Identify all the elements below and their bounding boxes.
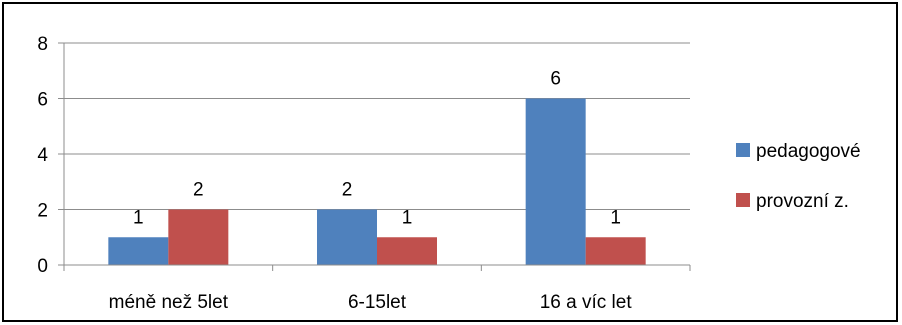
y-tick-label: 0 — [37, 256, 48, 277]
bar-pedagogove — [317, 209, 377, 265]
bar-pedagogove — [525, 98, 586, 265]
data-label: 2 — [342, 180, 353, 201]
x-category-label: méně než 5let — [109, 292, 229, 313]
x-category-label: 6-15let — [348, 292, 407, 313]
data-label: 1 — [610, 207, 621, 228]
bar-provozni — [168, 209, 229, 265]
y-tick-label: 4 — [37, 145, 48, 166]
legend-label: pedagogové — [756, 141, 861, 162]
x-category-label: 16 a víc let — [540, 292, 633, 313]
bar-provozni — [585, 237, 646, 265]
bar-pedagogove — [108, 237, 169, 265]
y-tick-label: 8 — [37, 34, 48, 55]
y-tick-label: 6 — [37, 90, 48, 111]
legend-swatch-provozni — [736, 193, 750, 207]
y-tick-label: 2 — [37, 201, 48, 222]
data-label: 6 — [550, 69, 561, 90]
data-label: 1 — [402, 207, 413, 228]
data-label: 1 — [133, 207, 144, 228]
bar-provozni — [377, 237, 437, 265]
chart-frame: 0 2 4 6 8 méně než 5let 1 2 6-15let 2 1 16 a víc le… — [2, 2, 898, 322]
bar-chart: 0 2 4 6 8 méně než 5let 1 2 6-15let 2 1 16 a víc le… — [37, 34, 861, 313]
legend-label: provozní z. — [756, 191, 849, 212]
data-label: 2 — [193, 180, 204, 201]
legend-swatch-pedagogove — [736, 143, 750, 157]
